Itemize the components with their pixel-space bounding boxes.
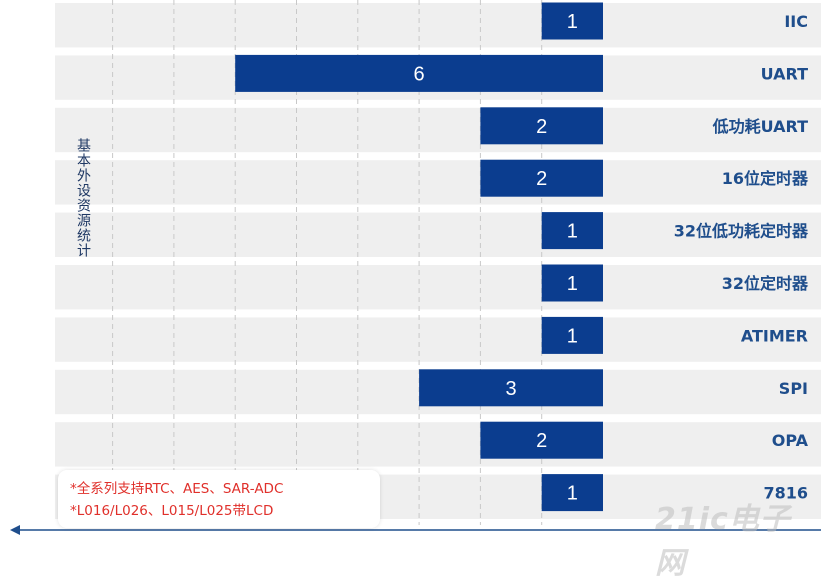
category-label: OPA bbox=[772, 431, 809, 450]
bar bbox=[541, 316, 603, 354]
bar bbox=[480, 421, 603, 459]
category-label: 32位定时器 bbox=[722, 274, 809, 293]
bar bbox=[235, 54, 603, 92]
bar-value-label: 1 bbox=[567, 273, 578, 295]
bar-chart: 1 6 2 2 1 1 1 3 2 1 IIC UART 低功耗UART 16位定时器 32位低功耗定时器… bbox=[10, 0, 821, 535]
row-band bbox=[55, 265, 821, 310]
watermark: 21ic电子网 bbox=[655, 502, 791, 581]
bar-value-label: 2 bbox=[536, 168, 547, 190]
category-label: 低功耗UART bbox=[712, 117, 808, 136]
y-axis-label: 基本外设资源统计 bbox=[75, 138, 91, 258]
bar bbox=[541, 212, 603, 250]
row-band bbox=[55, 3, 821, 48]
bar bbox=[480, 159, 603, 197]
row-bands bbox=[55, 3, 821, 519]
category-label: 7816 bbox=[763, 484, 808, 503]
category-label: ATIMER bbox=[741, 326, 808, 345]
note-line: *L016/L026、L015/L025带LCD bbox=[70, 503, 274, 519]
bar bbox=[541, 2, 603, 40]
bar-value-label: 2 bbox=[536, 430, 547, 452]
bar bbox=[480, 107, 603, 145]
bar-value-label: 2 bbox=[536, 116, 547, 138]
bar-value-label: 3 bbox=[505, 378, 516, 400]
category-labels: IIC UART 低功耗UART 16位定时器 32位低功耗定时器 32位定时器 ATIME… bbox=[674, 12, 809, 503]
bar bbox=[419, 369, 603, 407]
bar-value-label: 1 bbox=[567, 483, 578, 505]
category-label: 32位低功耗定时器 bbox=[674, 222, 809, 241]
bar-value-label: 1 bbox=[567, 325, 578, 347]
bar-value-label: 6 bbox=[414, 63, 425, 85]
category-label: 16位定时器 bbox=[722, 169, 809, 188]
row-band bbox=[55, 107, 821, 153]
row-band bbox=[55, 212, 821, 257]
bar bbox=[541, 474, 603, 512]
row-band bbox=[55, 160, 821, 205]
row-band bbox=[55, 317, 821, 362]
row-band bbox=[55, 422, 821, 467]
bar-value-label: 1 bbox=[567, 221, 578, 243]
bar bbox=[541, 264, 603, 302]
category-label: IIC bbox=[784, 12, 808, 31]
category-label: SPI bbox=[779, 379, 808, 398]
bars bbox=[235, 2, 603, 512]
notes-box: *全系列支持RTC、AES、SAR-ADC *L016/L026、L015/L0… bbox=[58, 470, 380, 528]
bar-value-label: 1 bbox=[567, 11, 578, 33]
note-line: *全系列支持RTC、AES、SAR-ADC bbox=[70, 481, 284, 497]
bar-value-labels: 1 6 2 2 1 1 1 3 2 1 bbox=[414, 11, 578, 505]
gridlines bbox=[112, 0, 543, 525]
category-label: UART bbox=[761, 64, 808, 83]
axis-arrow-icon bbox=[10, 525, 20, 535]
x-axis bbox=[10, 525, 821, 535]
